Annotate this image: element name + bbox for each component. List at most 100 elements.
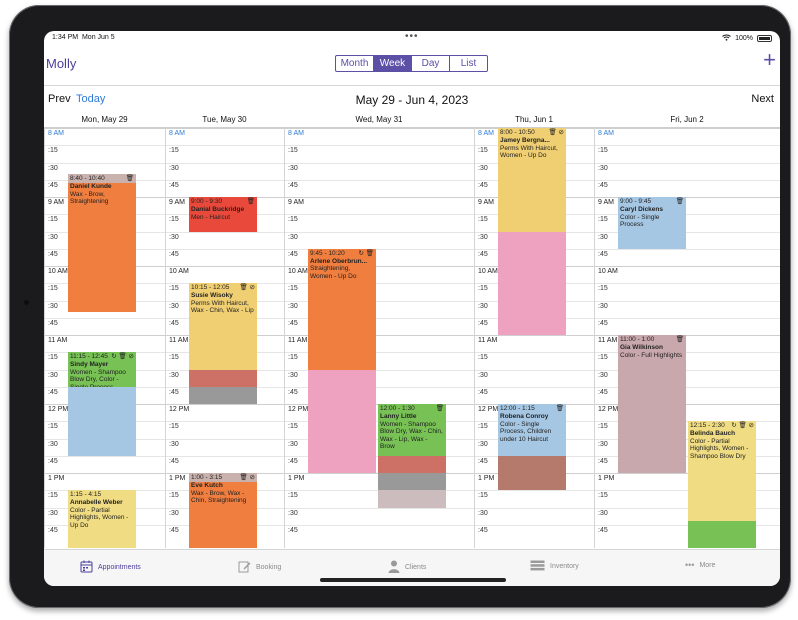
service-segment[interactable] <box>308 369 376 473</box>
status-time: 1:34 PM Mon Jun 5 <box>52 34 115 41</box>
day-header[interactable]: Fri, Jun 2 <box>594 115 780 128</box>
time-slot-line <box>285 145 475 147</box>
time-slot-line <box>595 455 780 457</box>
time-slot-line <box>595 421 780 423</box>
time-slot-line <box>595 197 780 198</box>
service-list: Wax - Brow, Wax - Chin, Straightening <box>191 489 247 505</box>
time-label: :30 <box>169 440 179 448</box>
view-list-button[interactable]: List <box>449 56 487 71</box>
appointment-card[interactable]: 8:40 - 10:40 🗑 Daniel Kunde Wax - Brow, Str… <box>68 174 136 313</box>
tab-appointments[interactable]: Appointments <box>80 560 141 575</box>
time-label: :30 <box>288 302 298 310</box>
view-week-button[interactable]: Week <box>373 56 411 71</box>
time-slot-line <box>285 248 475 250</box>
appointment-card[interactable]: 11:00 - 1:00 🗑 Gia Wilkinson Color - Full H… <box>618 335 686 473</box>
add-appointment-button[interactable]: + <box>763 47 776 72</box>
user-name[interactable]: Molly <box>46 56 77 71</box>
client-name: Susie Wisoky <box>191 292 233 300</box>
time-label: 9 AM <box>598 199 614 206</box>
trash-icon[interactable]: 🗑 <box>435 405 444 412</box>
time-label: 1 PM <box>48 475 65 482</box>
time-label: 1 PM <box>478 475 495 482</box>
time-label: :45 <box>598 526 608 534</box>
trash-icon[interactable]: 🗑 ⊘ <box>548 129 564 136</box>
appointment-header: 12:15 - 2:30 ↻ 🗑 ⊘ <box>688 421 756 431</box>
trash-icon[interactable]: 🗑 <box>555 405 564 412</box>
time-label: :30 <box>169 302 179 310</box>
day-column[interactable]: 8 AM:15:30:45 9 AM:15:30:45 10 AM:15:30:45… <box>594 128 780 548</box>
time-slot-line <box>45 162 166 164</box>
time-label: :45 <box>169 457 179 465</box>
trash-icon[interactable]: 🗑 ⊘ <box>239 284 255 292</box>
day-header[interactable]: Wed, May 31 <box>284 115 474 128</box>
trash-icon[interactable]: ↻ 🗑 ⊘ <box>731 422 754 430</box>
time-slot-line <box>595 145 780 147</box>
service-segment[interactable] <box>68 386 136 456</box>
time-label: 10 AM <box>48 268 68 275</box>
trash-icon[interactable]: 🗑 <box>246 198 255 205</box>
time-label: :30 <box>598 440 608 448</box>
appointment-time: 11:00 - 1:00 <box>620 336 655 343</box>
service-segment[interactable] <box>688 521 756 548</box>
time-label: :45 <box>478 250 488 258</box>
time-label: :15 <box>169 216 179 224</box>
tab-booking[interactable]: Booking <box>238 560 281 575</box>
trash-icon[interactable]: ↻ 🗑 <box>358 249 374 257</box>
appointment-card[interactable]: 9:00 - 9:45 🗑 Caryl Dickens Color - Single … <box>618 197 686 249</box>
multitask-dots-icon[interactable]: ••• <box>405 31 419 42</box>
tab-clients[interactable]: Clients <box>388 560 426 575</box>
time-label: :15 <box>288 147 298 155</box>
appointment-card[interactable]: 9:00 - 9:30 🗑 Danial Buckridge Men - Haircu… <box>189 197 257 232</box>
day-header[interactable]: Thu, Jun 1 <box>474 115 594 128</box>
service-segment[interactable] <box>498 231 566 335</box>
person-icon <box>388 560 400 575</box>
tab-inventory[interactable]: Inventory <box>530 560 579 573</box>
appointment-card[interactable]: 1:00 - 3:15 🗑 ⊘ Eve Kutch Wax - Brow, Wax -… <box>189 473 257 548</box>
time-label: :15 <box>169 147 179 155</box>
today-button[interactable]: Today <box>76 93 106 105</box>
time-label: 8 AM <box>169 130 185 137</box>
time-label: :30 <box>288 440 298 448</box>
appointment-time: 9:00 - 9:30 <box>191 198 223 205</box>
time-slot-line <box>45 128 166 129</box>
trash-icon[interactable]: ↻ 🗑 ⊘ <box>111 353 134 361</box>
tab-label: Booking <box>256 564 282 571</box>
client-name: Eve Kutch <box>191 482 223 489</box>
day-header[interactable]: Tue, May 30 <box>165 115 284 128</box>
tab-more[interactable]: ••• More <box>685 560 715 570</box>
service-segment[interactable] <box>378 490 446 508</box>
trash-icon[interactable]: 🗑 <box>675 336 684 343</box>
appointment-header: 10:15 - 12:05 🗑 ⊘ <box>189 283 257 293</box>
view-day-button[interactable]: Day <box>411 56 449 71</box>
trash-icon[interactable]: 🗑 ⊘ <box>239 474 255 481</box>
service-segment[interactable] <box>378 455 446 473</box>
service-segment[interactable] <box>498 455 566 491</box>
time-label: :15 <box>48 492 58 500</box>
time-label: :15 <box>598 285 608 293</box>
prev-button[interactable]: Prev <box>48 93 71 105</box>
service-list: Men - Haircut <box>191 213 231 221</box>
appointment-card[interactable]: 1:15 - 4:15 Annabelle Weber Color - Partia… <box>68 490 136 548</box>
view-month-button[interactable]: Month <box>340 58 369 69</box>
trash-icon[interactable]: 🗑 <box>675 198 684 205</box>
tab-label: Inventory <box>550 563 579 570</box>
trash-icon[interactable]: 🗑 <box>125 175 134 183</box>
status-bar: 1:34 PM Mon Jun 5 ••• 100% <box>44 31 780 45</box>
service-segment[interactable] <box>378 473 446 491</box>
battery-icon <box>757 35 772 42</box>
wifi-icon <box>722 34 731 43</box>
day-header[interactable]: Mon, May 29 <box>44 115 165 128</box>
time-slot-line <box>285 214 475 216</box>
service-segment[interactable] <box>189 386 257 404</box>
time-label: :15 <box>478 285 488 293</box>
time-slot-line <box>285 266 475 267</box>
service-segment[interactable] <box>189 369 257 387</box>
week-calendar: Mon, May 29 8 AM :15 :30 :45 9 AM :15 :30 :45 10 … <box>44 115 780 548</box>
view-switcher: Month Week Day List <box>335 55 488 72</box>
time-label: :30 <box>48 233 58 241</box>
time-slot-line <box>595 490 780 492</box>
time-slot-line <box>166 248 285 250</box>
next-button[interactable]: Next <box>751 93 774 105</box>
service-list: Wax - Brow, Straightening <box>70 190 109 206</box>
time-label: :30 <box>169 233 179 241</box>
